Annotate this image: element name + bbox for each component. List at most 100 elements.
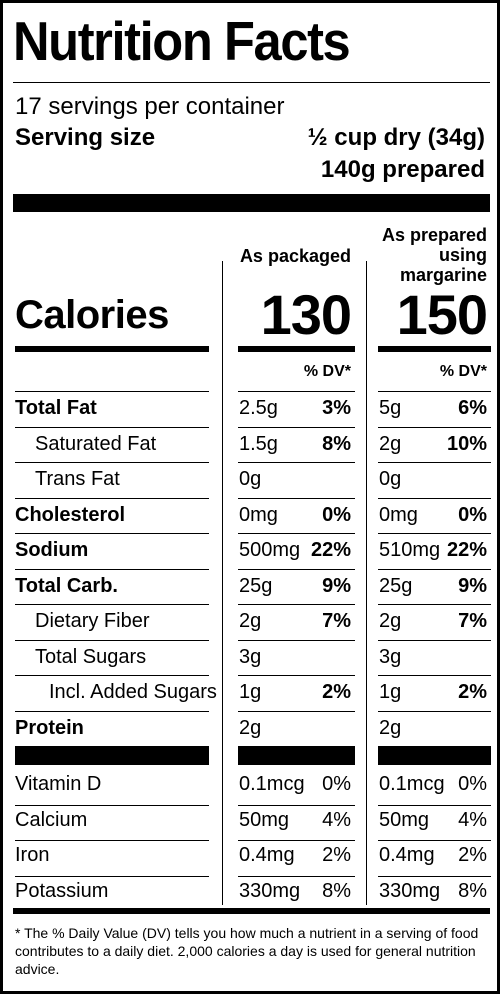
calories-rule-mid <box>238 346 355 352</box>
prepared-amount: 2g <box>379 716 402 739</box>
prepared-dv: 2% <box>458 681 487 703</box>
vitamin-name: Calcium <box>15 808 88 831</box>
row-rule-mid <box>238 497 355 499</box>
row-rule-left <box>15 840 209 841</box>
row-rule-mid <box>238 840 355 841</box>
nutrient-name: Incl. Added Sugars <box>49 681 217 703</box>
packaged-dv: 8% <box>322 879 351 902</box>
row-rule-mid <box>238 568 355 570</box>
prepared-amount: 3g <box>379 645 402 668</box>
prepared-amount: 2g <box>379 432 402 455</box>
packaged-dv: 2% <box>322 844 351 866</box>
thick-rule-vitamins-left <box>15 746 209 765</box>
packaged-dv: 8% <box>322 432 351 455</box>
row-rule-right <box>378 568 491 570</box>
prepared-amount: 330mg <box>379 879 441 902</box>
packaged-amount: 0g <box>239 468 262 490</box>
nutrient-name: Cholesterol <box>15 503 126 526</box>
prepared-amount: 25g <box>379 574 413 597</box>
packaged-amount: 0.1mcg <box>239 773 305 795</box>
vitamin-name: Potassium <box>15 879 109 902</box>
packaged-amount: 2.5g <box>239 397 278 419</box>
packaged-column-header: As packaged <box>239 246 351 266</box>
row-rule-mid <box>238 804 355 806</box>
packaged-dv: 7% <box>322 610 351 632</box>
prepared-amount: 0g <box>379 468 402 490</box>
row-rule-right <box>378 391 491 392</box>
row-rule-right <box>378 840 491 841</box>
prepared-dv: 4% <box>458 808 487 831</box>
calories-prepared: 150 <box>396 283 488 346</box>
row-rule-right <box>378 875 491 877</box>
servings-per-container: 17 servings per container <box>15 93 285 120</box>
row-rule-right <box>378 675 491 676</box>
row-rule-right <box>378 710 491 712</box>
row-rule-right <box>378 804 491 806</box>
nutrient-name: Trans Fat <box>35 468 120 490</box>
column-divider-right <box>366 261 367 905</box>
prepared-amount: 50mg <box>379 808 430 831</box>
packaged-dv: 0% <box>322 503 351 526</box>
prepared-dv: 10% <box>446 432 487 455</box>
row-rule-left <box>15 875 209 877</box>
packaged-dv: 4% <box>322 808 351 831</box>
prepared-amount: 0mg <box>379 503 418 526</box>
packaged-amount: 2g <box>239 610 262 632</box>
prepared-dv: 0% <box>458 773 487 795</box>
nutrient-name: Protein <box>15 716 84 739</box>
row-rule-right <box>378 497 491 499</box>
packaged-amount: 2g <box>239 716 262 739</box>
packaged-dv: 0% <box>322 773 351 795</box>
row-rule-mid <box>238 391 355 392</box>
column-divider-left <box>222 261 223 905</box>
packaged-amount: 0.4mg <box>239 844 295 866</box>
prepared-dv: 7% <box>458 610 487 632</box>
row-rule-left <box>15 497 209 499</box>
packaged-amount: 3g <box>239 645 262 668</box>
row-rule-right <box>378 426 491 428</box>
row-rule-mid <box>238 462 355 463</box>
prepared-dv: 2% <box>458 844 487 866</box>
packaged-dv: 9% <box>322 574 351 597</box>
label-title: Nutrition Facts <box>13 10 351 72</box>
prepared-column-header-line2: using <box>439 245 487 265</box>
packaged-dv: 2% <box>322 681 351 703</box>
row-rule-left <box>15 804 209 806</box>
calories-rule-left <box>15 346 209 352</box>
prepared-amount: 1g <box>379 681 402 703</box>
row-rule-left <box>15 675 209 676</box>
prepared-column-header-line3: margarine <box>399 265 487 285</box>
packaged-dv: 22% <box>310 539 351 561</box>
prepared-dv: 8% <box>458 879 487 902</box>
row-rule-mid <box>238 675 355 676</box>
row-rule-left <box>15 391 209 392</box>
row-rule-mid <box>238 875 355 877</box>
packaged-amount: 330mg <box>239 879 301 902</box>
prepared-dv: 9% <box>458 574 487 597</box>
row-rule-left <box>15 639 209 641</box>
row-rule-mid <box>238 639 355 641</box>
serving-size-prepared: 140g prepared <box>320 156 485 183</box>
packaged-amount: 50mg <box>239 808 290 831</box>
thick-rule-vitamins-right <box>378 746 491 765</box>
row-rule-mid <box>238 533 355 534</box>
row-rule-right <box>378 639 491 641</box>
prepared-amount: 510mg <box>379 539 441 561</box>
prepared-dv: 22% <box>446 539 487 561</box>
serving-size-label: Serving size <box>15 124 156 151</box>
dv-header-packaged: % DV* <box>303 363 351 380</box>
thick-rule-top <box>13 194 490 212</box>
packaged-amount: 500mg <box>239 539 301 561</box>
calories-rule-right <box>378 346 491 352</box>
row-rule-mid <box>238 710 355 712</box>
row-rule-right <box>378 533 491 534</box>
nutrient-name: Total Sugars <box>35 645 147 668</box>
nutrient-name: Saturated Fat <box>35 432 157 455</box>
prepared-amount: 2g <box>379 610 402 632</box>
packaged-amount: 0mg <box>239 503 278 526</box>
dv-header-prepared: % DV* <box>439 363 487 380</box>
packaged-amount: 1.5g <box>239 432 278 455</box>
row-rule-right <box>378 604 491 605</box>
prepared-column-header-line1: As prepared <box>381 225 487 245</box>
